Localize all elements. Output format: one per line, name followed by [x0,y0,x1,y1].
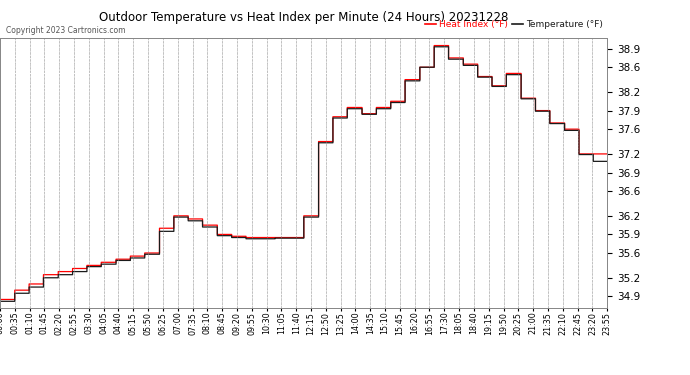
Text: Outdoor Temperature vs Heat Index per Minute (24 Hours) 20231228: Outdoor Temperature vs Heat Index per Mi… [99,11,509,24]
Text: Copyright 2023 Cartronics.com: Copyright 2023 Cartronics.com [6,26,126,35]
Legend: Heat Index (°F), Temperature (°F): Heat Index (°F), Temperature (°F) [425,20,602,29]
